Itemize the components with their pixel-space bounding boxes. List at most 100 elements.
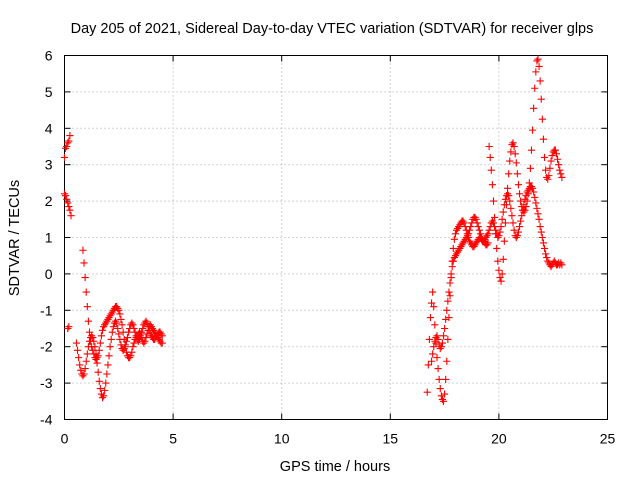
data-point (543, 253, 551, 262)
data-point (75, 354, 83, 362)
data-point (508, 212, 516, 220)
data-point (512, 159, 520, 167)
y-tick-labels: -4 -3 -2 -1 0 1 2 3 4 5 6 (40, 48, 53, 428)
data-point (456, 221, 464, 229)
data-point (510, 142, 518, 151)
data-point (79, 246, 87, 254)
data-point (471, 241, 479, 249)
data-point (451, 252, 460, 260)
data-point (538, 233, 546, 242)
data-point (558, 173, 566, 182)
data-point (540, 153, 549, 162)
data-point (84, 317, 92, 325)
data-point (509, 139, 517, 147)
data-point (445, 288, 453, 296)
data-point (492, 230, 500, 238)
data-point (445, 313, 453, 322)
data-point (130, 324, 138, 333)
data-point (90, 337, 98, 345)
data-point (148, 324, 157, 333)
data-point (61, 192, 70, 200)
data-point (64, 324, 72, 333)
data-point (65, 323, 73, 331)
data-point (450, 235, 458, 243)
data-point (425, 335, 433, 344)
data-point (429, 350, 437, 358)
data-point (505, 170, 513, 178)
data-point (452, 226, 461, 234)
data-point (105, 313, 113, 322)
data-point (558, 261, 566, 269)
data-point (485, 226, 493, 234)
data-point (115, 330, 123, 338)
data-point (66, 131, 74, 140)
data-point (442, 315, 450, 323)
data-point (530, 104, 538, 112)
data-point (436, 384, 444, 393)
data-point (480, 237, 488, 245)
data-point (523, 197, 531, 205)
data-point (82, 288, 90, 296)
data-point (489, 197, 498, 205)
chart-title: Day 205 of 2021, Sidereal Day-to-day VTE… (71, 21, 594, 37)
data-point (439, 332, 448, 340)
data-point (433, 332, 441, 340)
data-point (494, 257, 502, 265)
data-point (131, 328, 139, 336)
series-evening-b (427, 55, 566, 365)
data-point (443, 306, 451, 314)
data-point (158, 339, 166, 347)
data-point (72, 339, 81, 347)
data-point (513, 170, 521, 178)
data-point (461, 235, 469, 243)
data-point (496, 228, 504, 236)
data-point (65, 202, 73, 211)
data-point (102, 319, 110, 327)
data-point (129, 321, 137, 329)
data-point (505, 192, 513, 200)
data-point (140, 339, 148, 347)
data-point (98, 394, 107, 402)
data-point (547, 263, 555, 271)
data-point (531, 193, 539, 202)
data-point (156, 328, 164, 336)
data-point (494, 233, 502, 242)
data-point (103, 317, 111, 325)
data-point (442, 375, 450, 384)
data-point (116, 310, 124, 318)
data-point (486, 153, 494, 162)
data-point (463, 232, 472, 240)
data-point (438, 339, 447, 347)
data-point (547, 157, 555, 165)
data-point (81, 364, 89, 373)
data-point (446, 279, 454, 287)
data-point (536, 77, 544, 85)
x-tick-label: 10 (274, 431, 290, 447)
data-point (532, 68, 540, 76)
data-point (106, 343, 114, 351)
y-tick-label: 0 (45, 266, 53, 282)
data-point (427, 357, 436, 365)
data-point (557, 170, 565, 178)
data-point (533, 57, 541, 65)
data-point (470, 243, 478, 251)
data-point (107, 335, 115, 344)
data-point (551, 146, 559, 154)
data-point (484, 230, 492, 238)
data-point (429, 288, 437, 296)
x-tick-label: 25 (600, 431, 616, 447)
data-point (120, 344, 128, 353)
data-point (108, 328, 116, 336)
data-point (84, 343, 92, 351)
data-point (435, 375, 443, 384)
data-point (61, 144, 70, 152)
grid-lines (64, 55, 608, 420)
y-tick-label: 6 (45, 48, 53, 64)
data-point (477, 233, 486, 242)
data-point (506, 157, 514, 165)
data-point (550, 257, 558, 265)
y-tick-label: 1 (45, 230, 53, 246)
data-points (60, 55, 566, 405)
data-point (104, 361, 112, 369)
data-point (521, 206, 529, 214)
